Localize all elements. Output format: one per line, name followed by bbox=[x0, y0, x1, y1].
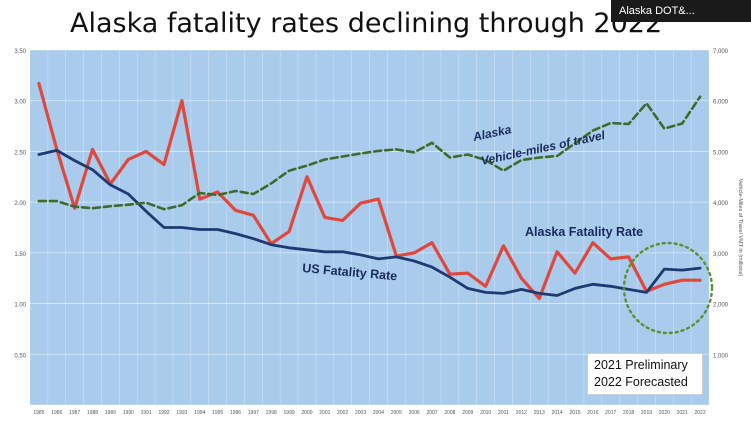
x-tick-label: 1988 bbox=[87, 410, 98, 416]
y2-tick-label: 3,000 bbox=[713, 252, 729, 258]
x-tick-label: 2010 bbox=[480, 410, 491, 416]
x-tick-label: 2018 bbox=[623, 410, 634, 416]
page-title: Alaska fatality rates declining through … bbox=[70, 8, 663, 39]
x-tick-label: 2007 bbox=[426, 410, 437, 416]
y2-tick-label: 7,000 bbox=[713, 49, 729, 55]
y-tick-label: 1.00 bbox=[14, 303, 26, 309]
y-tick-label: 0.50 bbox=[14, 353, 26, 359]
alaska-fatality-line bbox=[37, 81, 702, 301]
x-tick-label: 2021 bbox=[677, 410, 688, 416]
us-fatality-line bbox=[37, 148, 702, 297]
y2-axis-label: Vehicle-Miles of Travel VMT in (millions… bbox=[737, 179, 743, 277]
x-tick-label: 2020 bbox=[659, 410, 670, 416]
x-tick-label: 1995 bbox=[212, 410, 223, 416]
x-tick-label: 1996 bbox=[230, 410, 241, 416]
x-tick-label: 1986 bbox=[51, 410, 62, 416]
x-tick-label: 2019 bbox=[641, 410, 652, 416]
y-tick-label: 3.50 bbox=[14, 49, 26, 55]
x-tick-label: 2015 bbox=[569, 410, 580, 416]
x-tick-label: 1998 bbox=[266, 410, 277, 416]
x-tick-label: 2014 bbox=[552, 410, 563, 416]
x-tick-label: 2004 bbox=[373, 410, 384, 416]
x-tick-label: 1993 bbox=[176, 410, 187, 416]
x-tick-label: 2006 bbox=[409, 410, 420, 416]
plot-area bbox=[30, 50, 709, 405]
x-tick-label: 1997 bbox=[248, 410, 259, 416]
y2-tick-label: 4,000 bbox=[713, 201, 729, 207]
x-tick-label: 2022 bbox=[695, 410, 706, 416]
x-tick-label: 2000 bbox=[301, 410, 312, 416]
y2-tick-label: 2,000 bbox=[713, 303, 729, 309]
x-tick-label: 1991 bbox=[141, 410, 152, 416]
vmt-line bbox=[37, 95, 702, 211]
x-tick-label: 2011 bbox=[498, 410, 509, 416]
x-tick-label: 2003 bbox=[355, 410, 366, 416]
y2-tick-label: 5,000 bbox=[713, 150, 729, 156]
note-line-2: 2022 Forecasted bbox=[594, 375, 688, 389]
participant-name-tag: Alaska DOT&... bbox=[611, 0, 751, 22]
x-tick-label: 1994 bbox=[194, 410, 205, 416]
y-tick-label: 3.00 bbox=[14, 100, 26, 106]
x-tick-label: 1985 bbox=[33, 410, 44, 416]
y-tick-label: 2.50 bbox=[14, 150, 26, 156]
note-line-1: 2021 Preliminary bbox=[594, 358, 688, 372]
x-tick-label: 1987 bbox=[69, 410, 80, 416]
x-tick-label: 1989 bbox=[105, 410, 116, 416]
x-tick-label: 1990 bbox=[123, 410, 134, 416]
x-tick-label: 2016 bbox=[587, 410, 598, 416]
y2-tick-label: 1,000 bbox=[713, 353, 729, 359]
x-tick-label: 2009 bbox=[462, 410, 473, 416]
x-tick-label: 1992 bbox=[158, 410, 169, 416]
y-tick-label: 2.00 bbox=[14, 201, 26, 207]
x-tick-label: 2013 bbox=[534, 410, 545, 416]
x-tick-label: 2017 bbox=[605, 410, 616, 416]
x-tick-label: 2012 bbox=[516, 410, 527, 416]
alaska-fatality-label: Alaska Fatality Rate bbox=[525, 225, 643, 239]
y-tick-label: 1.50 bbox=[14, 252, 26, 258]
x-tick-label: 1999 bbox=[284, 410, 295, 416]
forecast-note: 2021 Preliminary 2022 Forecasted bbox=[587, 353, 703, 395]
x-tick-label: 2005 bbox=[391, 410, 402, 416]
x-tick-label: 2002 bbox=[337, 410, 348, 416]
y2-tick-label: 6,000 bbox=[713, 100, 729, 106]
highlight-circle bbox=[622, 241, 714, 335]
x-tick-label: 2008 bbox=[444, 410, 455, 416]
x-tick-label: 2001 bbox=[319, 410, 330, 416]
